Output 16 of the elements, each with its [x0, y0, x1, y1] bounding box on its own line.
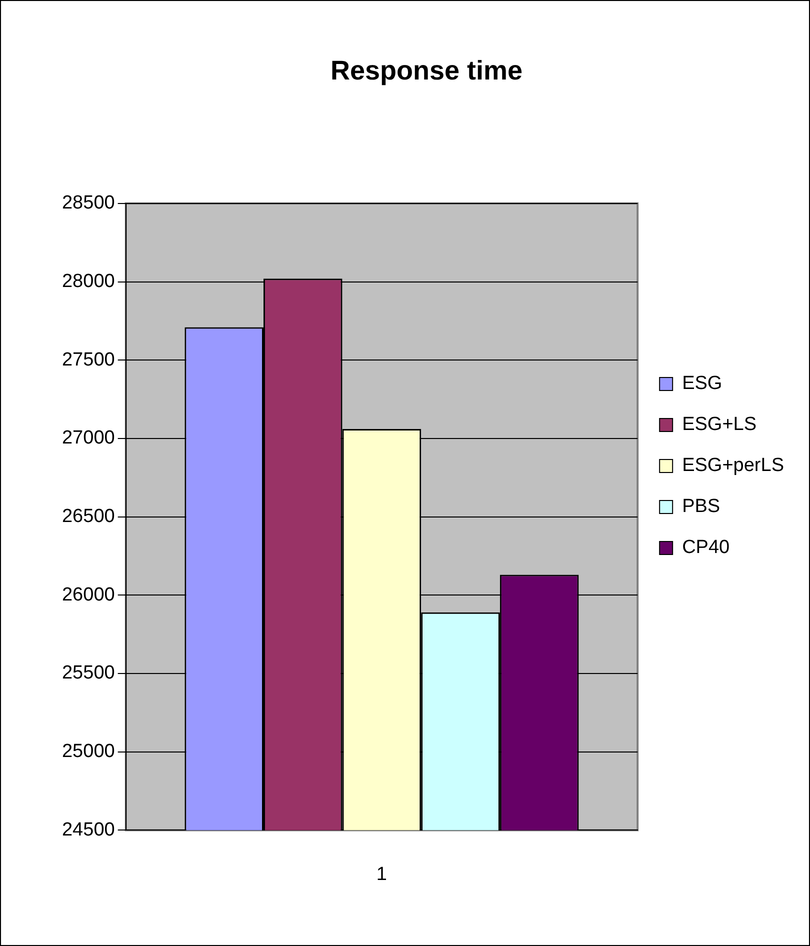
legend-label: ESG+perLS	[682, 455, 784, 476]
y-tick-label: 26000	[62, 584, 115, 606]
y-tick-label: 28500	[62, 192, 115, 214]
x-tick-label: 1	[376, 864, 387, 885]
chart-title: Response time	[330, 56, 523, 86]
y-tick-label: 27000	[62, 428, 115, 449]
legend-label: ESG+LS	[682, 414, 757, 436]
y-tick-label: 25500	[62, 662, 115, 684]
y-tick-label: 27500	[62, 349, 115, 370]
y-tick-label: 28000	[62, 270, 115, 292]
legend-label: CP40	[682, 537, 730, 558]
y-tick-label: 26500	[62, 506, 115, 528]
legend-label: PBS	[682, 496, 720, 518]
y-tick-label: 24500	[62, 819, 115, 840]
y-tick-label: 25000	[62, 741, 115, 762]
legend-label: ESG	[682, 373, 722, 394]
